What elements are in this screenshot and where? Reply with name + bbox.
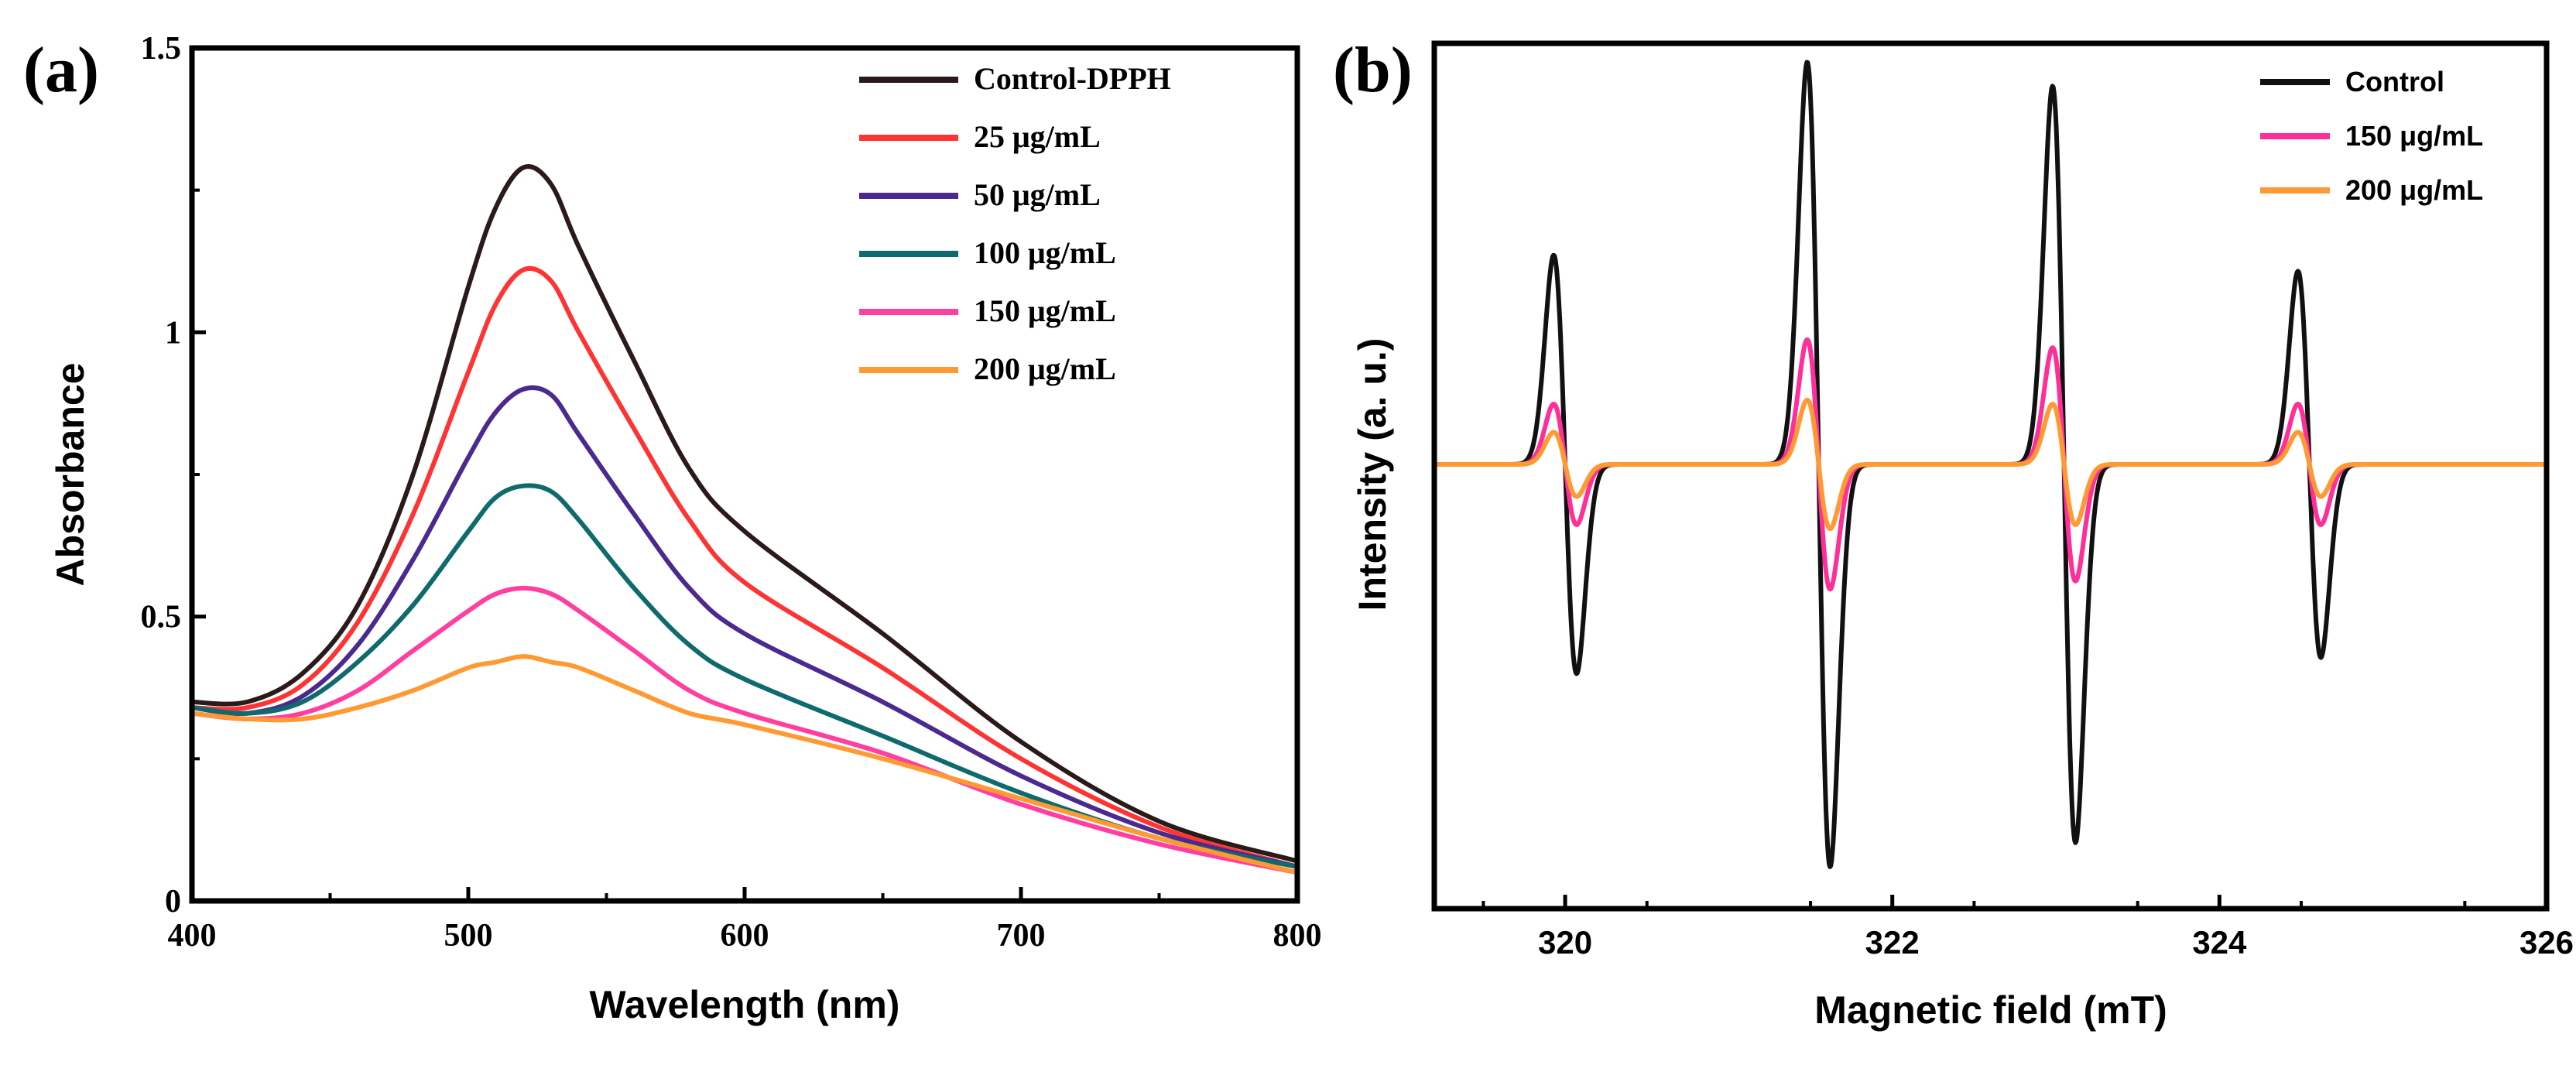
x-tick-label: 324 xyxy=(2192,924,2247,961)
legend-label-200-ug-ml: 200 μg/mL xyxy=(2345,174,2483,206)
panel-b-label: (b) xyxy=(1333,34,1413,106)
series-line-200-ug-ml xyxy=(1433,397,2548,532)
legend-label-100-ug-ml: 100 μg/mL xyxy=(974,235,1116,270)
legend-label-50-ug-ml: 50 μg/mL xyxy=(974,177,1101,212)
series-line-150-ug-ml xyxy=(191,585,1298,875)
x-tick-label: 700 xyxy=(997,918,1046,954)
panel-a-x-ticks: 400 500 600 700 800 xyxy=(168,887,1322,954)
series-line-200-ug-ml xyxy=(191,654,1298,875)
x-tick-label: 322 xyxy=(1865,924,1920,961)
panel-b-x-ticks: 320 322 324 326 xyxy=(1482,895,2574,961)
panel-a-legend: Control-DPPH 25 μg/mL 50 μg/mL 100 μg/mL 150… xyxy=(859,61,1171,386)
panel-a-y-ticks: 0 0.5 1 1.5 xyxy=(141,31,206,919)
y-tick-label: 1.5 xyxy=(141,31,182,67)
panel-a-label: (a) xyxy=(23,34,99,106)
x-tick-label: 320 xyxy=(1538,924,1592,961)
x-tick-label: 500 xyxy=(444,918,493,954)
panel-b-epr-chart: (b) 320 322 324 326 Magnetic field (mT) Int… xyxy=(1333,34,2574,1032)
panel-a-absorbance-chart: (a) 400 500 600 700 800 0 0.5 1 1.5 Wavelength … xyxy=(23,31,1322,1026)
legend-label-control-dpph: Control-DPPH xyxy=(974,61,1171,96)
series-line-control-dpph xyxy=(191,164,1298,864)
y-tick-label: 0.5 xyxy=(141,600,182,635)
x-tick-label: 326 xyxy=(2519,924,2574,961)
legend-label-150-ug-ml: 150 μg/mL xyxy=(2345,120,2483,152)
x-tick-label: 600 xyxy=(721,918,769,954)
legend-label-control: Control xyxy=(2345,66,2444,98)
legend-label-25-ug-ml: 25 μg/mL xyxy=(974,119,1101,154)
y-tick-label: 0 xyxy=(165,884,181,919)
series-line-25-ug-ml xyxy=(191,265,1298,869)
panel-a-x-axis-title: Wavelength (nm) xyxy=(590,983,900,1026)
panel-b-axes-frame xyxy=(1431,40,2550,912)
legend-label-200-ug-ml: 200 μg/mL xyxy=(974,351,1116,386)
x-tick-label: 800 xyxy=(1273,918,1322,954)
panel-b-plot-area xyxy=(1433,60,2548,869)
panel-b-x-axis-title: Magnetic field (mT) xyxy=(1814,988,2167,1032)
panel-b-legend: Control 150 μg/mL 200 μg/mL xyxy=(2260,66,2483,206)
x-tick-label: 400 xyxy=(168,918,217,954)
panel-a-y-axis-title: Absorbance xyxy=(49,363,92,587)
panel-a-plot-area xyxy=(191,164,1298,875)
y-tick-label: 1 xyxy=(165,315,181,351)
panel-a-axes-frame xyxy=(189,45,1300,904)
legend-label-150-ug-ml: 150 μg/mL xyxy=(974,293,1116,328)
series-line-50-ug-ml xyxy=(191,385,1298,869)
series-line-100-ug-ml xyxy=(191,483,1298,869)
panel-b-y-axis-title: Intensity (a. u.) xyxy=(1351,338,1394,611)
